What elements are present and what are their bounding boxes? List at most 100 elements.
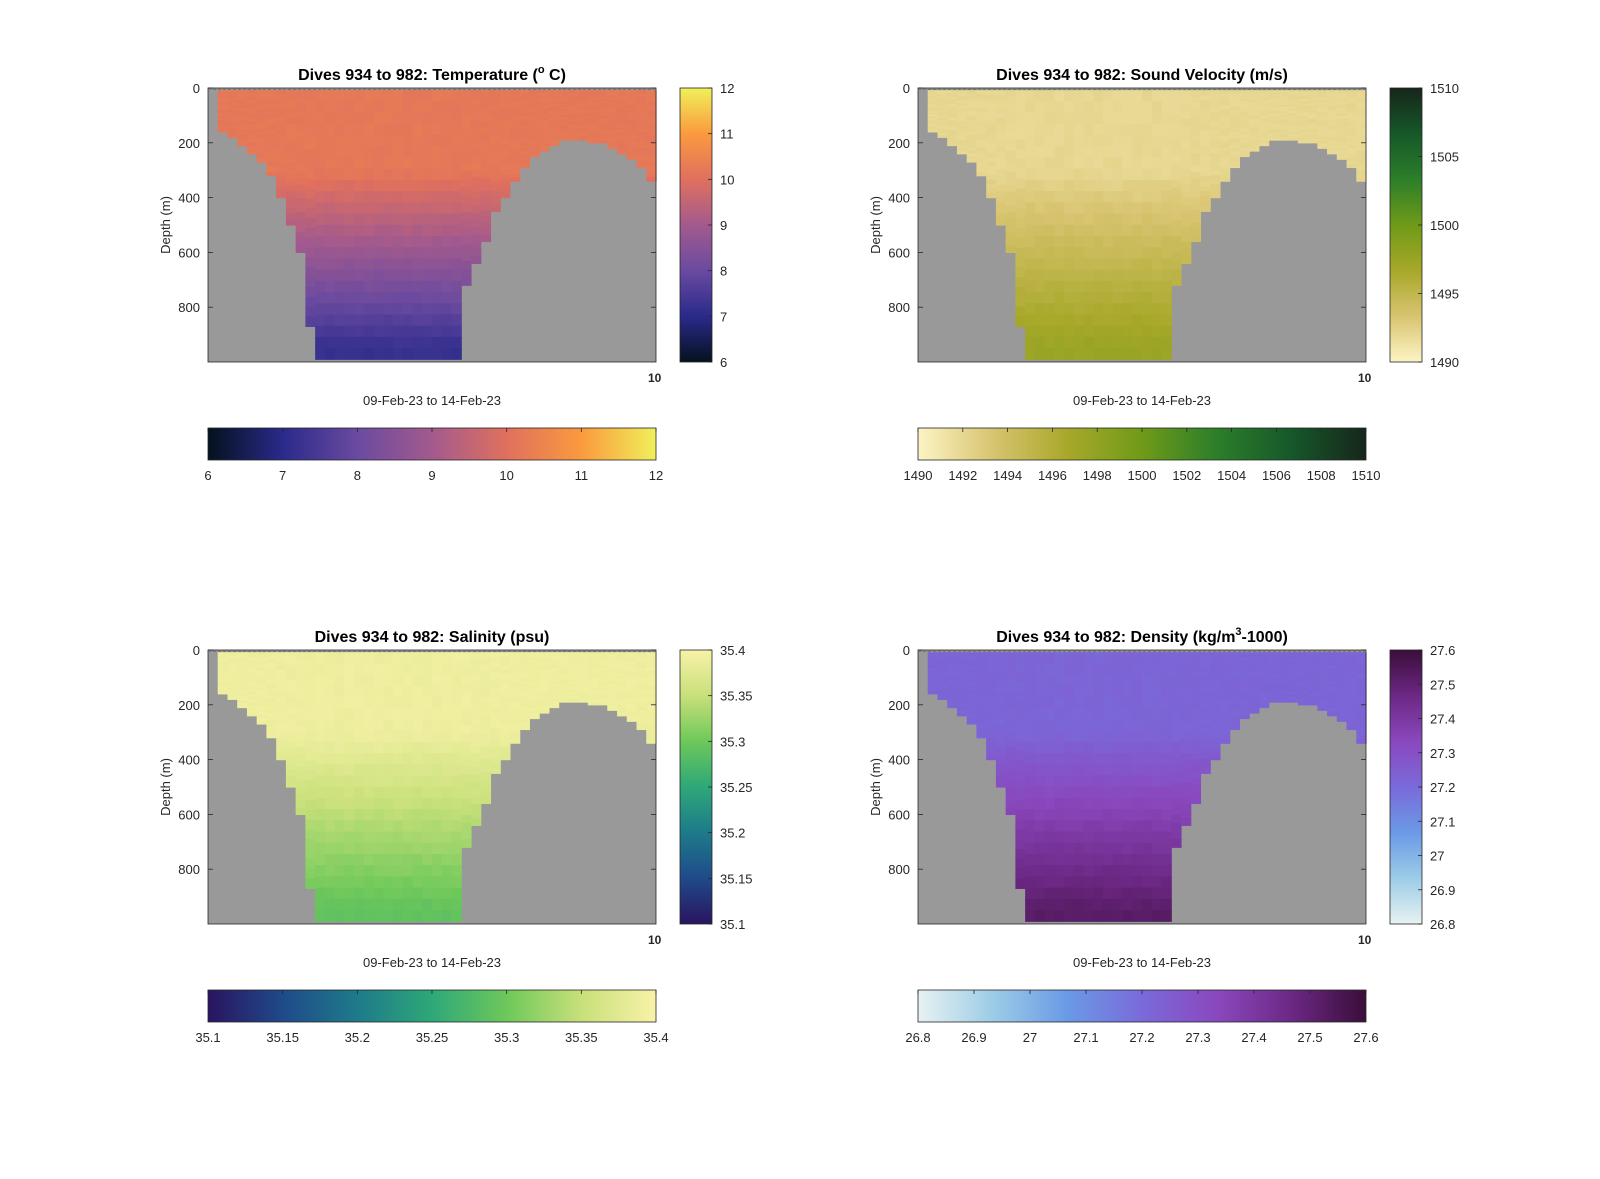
- heatmap-cell: [237, 677, 248, 681]
- heatmap-cell: [266, 129, 277, 134]
- heatmap-cell: [217, 652, 229, 655]
- heatmap-cell: [422, 191, 433, 203]
- heatmap-cell: [480, 96, 492, 104]
- heatmap-cell: [276, 723, 287, 729]
- heatmap-cell: [217, 91, 229, 95]
- heatmap-cell: [1054, 90, 1065, 102]
- heatmap-cell: [402, 674, 414, 687]
- heatmap-cell: [1044, 90, 1055, 102]
- heatmap-cell: [1083, 157, 1094, 170]
- heatmap-cell: [237, 682, 248, 686]
- heatmap-cell: [947, 92, 958, 96]
- heatmap-cell: [1229, 706, 1240, 711]
- heatmap-cell: [1015, 652, 1026, 663]
- heatmap-cell: [1327, 114, 1338, 118]
- heatmap-cell: [1054, 157, 1065, 170]
- heatmap-cell: [1336, 116, 1348, 120]
- heatmap-cell: [383, 685, 394, 698]
- heatmap-cell: [344, 90, 355, 102]
- heatmap-cell: [217, 655, 229, 658]
- heatmap-cell: [256, 126, 268, 130]
- heatmap-cell: [976, 129, 987, 134]
- heatmap-cell: [956, 124, 968, 128]
- heatmap-cell: [490, 110, 501, 117]
- heatmap-cell: [558, 102, 569, 106]
- heatmap-cell: [568, 683, 579, 687]
- heatmap-cell: [646, 731, 657, 737]
- heatmap-cell: [1093, 786, 1104, 799]
- heatmap-cell: [1229, 141, 1240, 146]
- heatmap-cell: [432, 697, 443, 709]
- heatmap-cell: [1122, 157, 1133, 170]
- heatmap-cell: [519, 674, 530, 679]
- heatmap-cell: [266, 719, 277, 725]
- heatmap-cell: [1356, 169, 1367, 175]
- heatmap-cell: [470, 248, 482, 257]
- heatmap-cell: [1278, 664, 1289, 668]
- heatmap-cell: [1336, 695, 1348, 699]
- heatmap-cell: [1219, 709, 1231, 714]
- heatmap-cell: [1054, 213, 1065, 226]
- heatmap-cell: [276, 705, 287, 711]
- heatmap-cell: [1064, 291, 1075, 304]
- heatmap-cell: [334, 157, 345, 170]
- heatmap-cell: [1317, 705, 1328, 709]
- heatmap-cell: [1122, 191, 1133, 203]
- heatmap-cell: [1034, 123, 1046, 136]
- heatmap-cell: [1258, 659, 1270, 663]
- heatmap-cell: [383, 876, 394, 889]
- heatmap-cell: [500, 161, 511, 167]
- heatmap-cell: [1336, 703, 1348, 708]
- heatmap-cell: [646, 678, 657, 684]
- heatmap-cell: [217, 112, 229, 116]
- heatmap-cell: [1112, 348, 1124, 360]
- heatmap-cell: [402, 235, 414, 248]
- heatmap-cell: [256, 123, 268, 127]
- heatmap-cell: [246, 92, 258, 97]
- heatmap-cell: [305, 316, 316, 327]
- heatmap-cell: [1151, 853, 1163, 866]
- heatmap-cell: [1356, 739, 1367, 744]
- heatmap-cell: [324, 112, 336, 125]
- heatmap-cell: [1180, 717, 1192, 725]
- heatmap-cell: [1005, 232, 1016, 240]
- heatmap-cell: [461, 252, 472, 262]
- heatmap-cell: [305, 119, 316, 131]
- heatmap-cell: [1025, 291, 1036, 304]
- heatmap-cell: [1356, 177, 1367, 182]
- heatmap-cell: [1229, 154, 1240, 159]
- heatmap-cell: [1112, 663, 1124, 676]
- heatmap-cell: [976, 677, 987, 682]
- heatmap-cell: [1288, 658, 1299, 662]
- heatmap-cell: [246, 135, 258, 139]
- heatmap-cell: [1219, 124, 1231, 129]
- heatmap-cell: [305, 760, 316, 771]
- heatmap-cell: [393, 314, 404, 327]
- heatmap-cell: [227, 117, 238, 121]
- heatmap-cell: [597, 685, 608, 688]
- heatmap-cell: [393, 853, 404, 866]
- heatmap-cell: [217, 90, 229, 93]
- heatmap-cell: [636, 684, 647, 689]
- heatmap-cell: [1132, 775, 1143, 788]
- heatmap-cell: [383, 887, 394, 900]
- heatmap-cell: [315, 685, 326, 698]
- heatmap-cell: [1278, 92, 1289, 95]
- heatmap-cell: [1356, 682, 1367, 687]
- heatmap-cell: [470, 782, 482, 790]
- heatmap-cell: [1268, 695, 1279, 699]
- heatmap-cell: [1307, 118, 1318, 122]
- heatmap-cell: [617, 673, 628, 677]
- heatmap-cell: [995, 112, 1007, 119]
- heatmap-cell: [1132, 157, 1143, 170]
- heatmap-cell: [1151, 775, 1163, 788]
- heatmap-cell: [373, 101, 384, 114]
- heatmap-cell: [1278, 679, 1289, 682]
- heatmap-cell: [1278, 119, 1289, 122]
- heatmap-cell: [344, 280, 355, 293]
- heatmap-cell: [276, 193, 287, 199]
- heatmap-cell: [966, 132, 978, 136]
- heatmap-cell: [402, 101, 414, 114]
- heatmap-cell: [334, 168, 345, 181]
- heatmap-cell: [461, 260, 472, 270]
